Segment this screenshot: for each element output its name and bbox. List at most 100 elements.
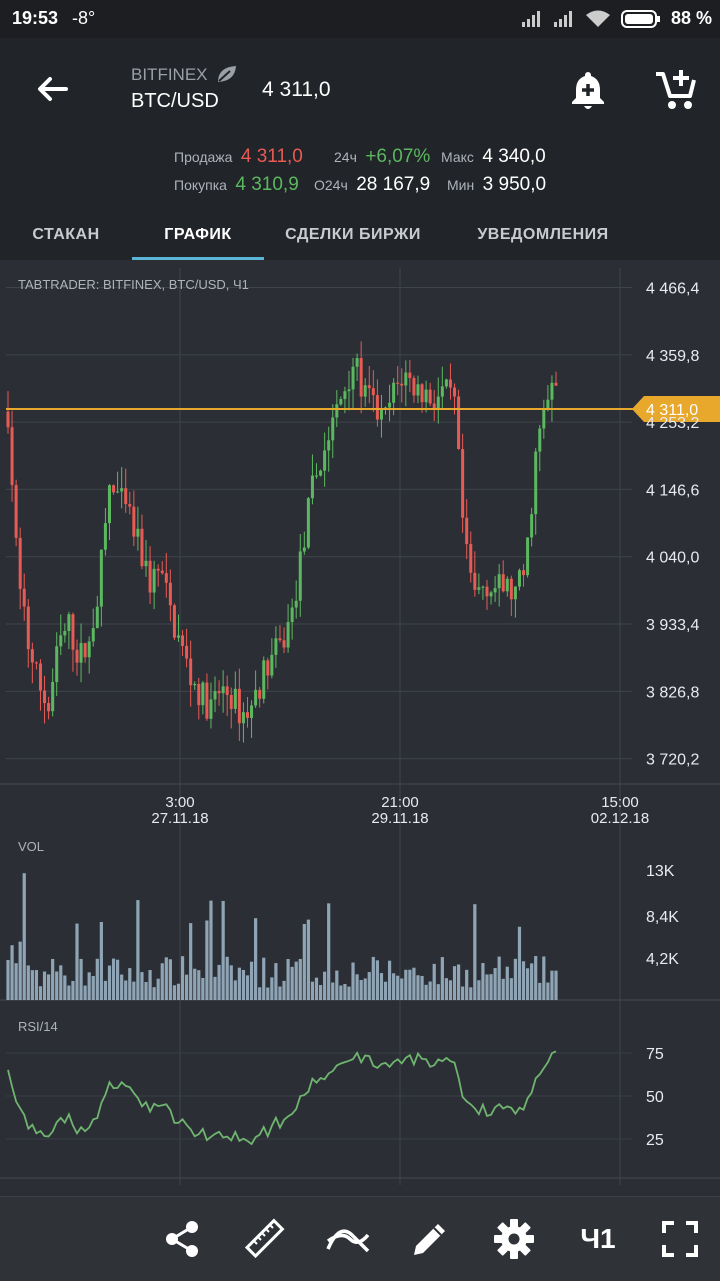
volume-bar <box>229 965 233 1000</box>
max-label: Макс <box>441 149 474 165</box>
volume-bar <box>530 963 534 1000</box>
candle-body <box>181 635 185 646</box>
sell-value: 4 311,0 <box>240 146 303 167</box>
volume-bar <box>99 921 103 1000</box>
max-value: 4 340,0 <box>482 146 546 167</box>
candle-body <box>185 645 189 659</box>
candle-body <box>172 605 176 638</box>
candle-body <box>278 638 282 641</box>
candle-body <box>286 622 290 648</box>
status-icons: 88 % <box>521 8 712 29</box>
share-icon[interactable] <box>158 1215 206 1263</box>
volume-axis: 13K 8,4K 4,2K <box>646 863 679 968</box>
volume-bar <box>6 959 10 1000</box>
volume-bar <box>176 983 181 1000</box>
candle-body <box>156 568 160 571</box>
leaf-icon <box>218 66 237 82</box>
candle-body <box>351 366 355 390</box>
candle-body <box>457 396 461 450</box>
candle-body <box>396 382 400 384</box>
volume-bar <box>400 978 404 1000</box>
volume-bar <box>270 977 274 1000</box>
candle-body <box>79 643 83 663</box>
volume-bar <box>408 969 412 1000</box>
candle-body <box>392 382 396 403</box>
candle-body <box>465 517 469 545</box>
volume-bar <box>452 966 457 1000</box>
candle-body <box>258 689 262 699</box>
volume-bar <box>282 980 286 1000</box>
ruler-icon[interactable] <box>240 1215 288 1263</box>
tab-chart[interactable]: ГРАФИК <box>164 226 232 243</box>
timeframe-button[interactable]: Ч1 <box>580 1223 616 1254</box>
volume-bar <box>404 969 408 1000</box>
settings-gear-icon[interactable] <box>490 1215 538 1263</box>
candle-body <box>95 606 99 629</box>
candle-body <box>51 681 55 712</box>
volume-bar <box>14 963 18 1000</box>
add-to-cart-icon[interactable] <box>652 66 700 114</box>
price-chart[interactable]: 4 311,0 TABTRADER: BITFINEX, BTC/USD, Ч1… <box>0 260 720 1195</box>
candle-body <box>363 385 367 397</box>
candle-body <box>107 485 111 524</box>
volume-bar <box>513 958 518 1000</box>
status-temperature: -8° <box>72 8 96 28</box>
candle-body <box>209 699 213 719</box>
volume-bar <box>521 961 526 1000</box>
volume-bar <box>469 987 473 1000</box>
tab-notifications[interactable]: УВЕДОМЛЕНИЯ <box>477 226 609 243</box>
candle-body <box>331 417 335 441</box>
candle-body <box>554 382 558 386</box>
volume-bar <box>428 981 432 1000</box>
back-arrow-icon[interactable] <box>30 68 74 112</box>
candle-body <box>152 568 156 593</box>
rsi-axis: 75 50 25 <box>646 1046 664 1149</box>
time-tick-date: 27.11.18 <box>151 810 208 827</box>
active-tab-indicator <box>132 257 264 261</box>
candle-body <box>30 649 34 663</box>
volume-bar <box>327 903 331 1000</box>
candle-body <box>335 404 339 418</box>
add-alert-icon[interactable] <box>564 66 612 114</box>
candle-body <box>404 372 408 386</box>
candle-body <box>501 574 505 592</box>
exchange-name: BITFINEX <box>131 64 238 85</box>
volume-bar <box>497 956 501 1000</box>
tab-trades[interactable]: СДЕЛКИ БИРЖИ <box>285 226 421 243</box>
volume-bar <box>534 956 538 1000</box>
status-time: 19:53 <box>12 8 59 28</box>
fullscreen-icon[interactable] <box>656 1215 704 1263</box>
candle-body <box>522 570 526 576</box>
indicators-icon[interactable] <box>324 1215 372 1263</box>
header-price: 4 311,0 <box>262 78 331 101</box>
candle-body <box>274 638 278 655</box>
tab-order-book[interactable]: СТАКАН <box>32 226 100 243</box>
candle-body <box>6 411 10 428</box>
candle-body <box>245 712 249 719</box>
volume-bar <box>189 923 193 1000</box>
volume-bar <box>71 980 75 1000</box>
volume-bar <box>298 958 302 1000</box>
candle-body <box>148 560 152 593</box>
candle-body <box>493 588 497 593</box>
volume-bar <box>286 959 290 1000</box>
candle-body <box>538 428 542 452</box>
min-label: Мин <box>447 177 475 193</box>
candle-body <box>59 635 63 647</box>
candle-body <box>254 689 258 706</box>
candle-body <box>26 606 30 650</box>
rsi-line <box>7 1050 557 1146</box>
candle-body <box>489 592 493 597</box>
candle-body <box>315 475 319 477</box>
chart-area[interactable]: 4 311,0 TABTRADER: BITFINEX, BTC/USD, Ч1… <box>0 260 720 1195</box>
volume-bar <box>262 957 266 1000</box>
candle-body <box>375 395 379 420</box>
volume-bar <box>359 980 363 1000</box>
volume-bar <box>323 971 327 1000</box>
volume-bar <box>396 975 400 1000</box>
draw-pencil-icon[interactable] <box>406 1215 454 1263</box>
price-tick-label: 4 253,2 <box>646 415 699 432</box>
volume-tick-label: 13K <box>646 863 675 880</box>
volume-bar <box>347 986 351 1000</box>
